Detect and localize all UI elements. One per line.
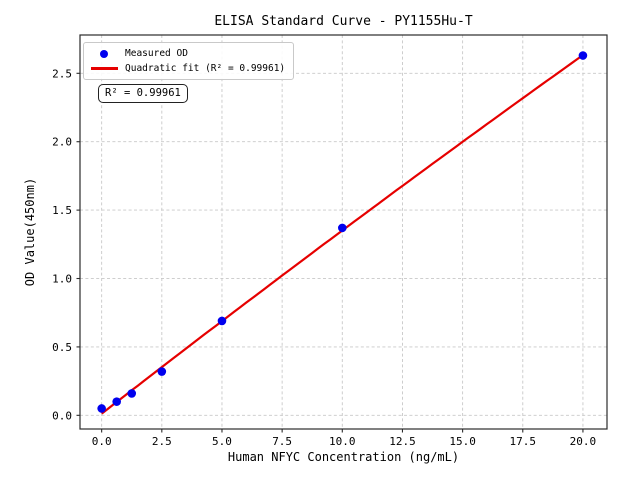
legend-label: Measured OD	[125, 48, 188, 59]
data-point	[127, 389, 137, 398]
plot-border	[79, 34, 608, 430]
y-tick-label: 2.0	[52, 136, 72, 149]
x-tick-label: 7.5	[272, 435, 292, 448]
x-tick-label: 2.5	[152, 435, 172, 448]
scatter-marker-icon	[100, 49, 108, 58]
x-tick-label: 0.0	[92, 435, 112, 448]
legend-marker-cell	[89, 49, 119, 58]
legend-label: Quadratic fit (R² = 0.99961)	[125, 63, 286, 74]
x-tick-label: 12.5	[389, 435, 416, 448]
x-tick-label: 15.0	[449, 435, 476, 448]
x-tick-label: 5.0	[212, 435, 232, 448]
y-tick-label: 0.5	[52, 341, 72, 354]
chart-title: ELISA Standard Curve - PY1155Hu-T	[214, 14, 473, 29]
y-tick-label: 2.5	[52, 67, 72, 80]
legend-item-measured-od: Measured OD	[89, 48, 285, 59]
data-point	[217, 316, 227, 326]
data-point	[112, 397, 121, 406]
data-point	[97, 404, 106, 413]
axes: 0.0 2.5 5.0 7.5 10.0 12.5 15.0 17.5 20.0 0.0 0.5 1.…	[52, 34, 608, 448]
data-point	[337, 223, 347, 233]
x-tick-label: 20.0	[570, 435, 597, 448]
plot-data	[97, 51, 588, 415]
legend-item-quadratic-fit: Quadratic fit (R² = 0.99961)	[89, 63, 285, 74]
y-axis-label: OD Value(450nm)	[23, 177, 37, 287]
legend: Measured OD Quadratic fit (R² = 0.99961)	[83, 42, 295, 80]
r-squared-annotation: R² = 0.99961	[98, 84, 188, 103]
x-axis-label: Human NFYC Concentration (ng/mL)	[227, 450, 460, 464]
fit-line-icon	[90, 67, 118, 70]
data-point	[578, 51, 588, 60]
data-point	[157, 367, 167, 376]
x-tick-label: 10.0	[329, 435, 356, 448]
y-tick-label: 0.0	[52, 409, 72, 422]
y-tick-label: 1.0	[52, 273, 72, 286]
legend-marker-cell	[89, 67, 119, 70]
x-tick-label: 17.5	[510, 435, 537, 448]
y-tick-label: 1.5	[52, 204, 72, 217]
